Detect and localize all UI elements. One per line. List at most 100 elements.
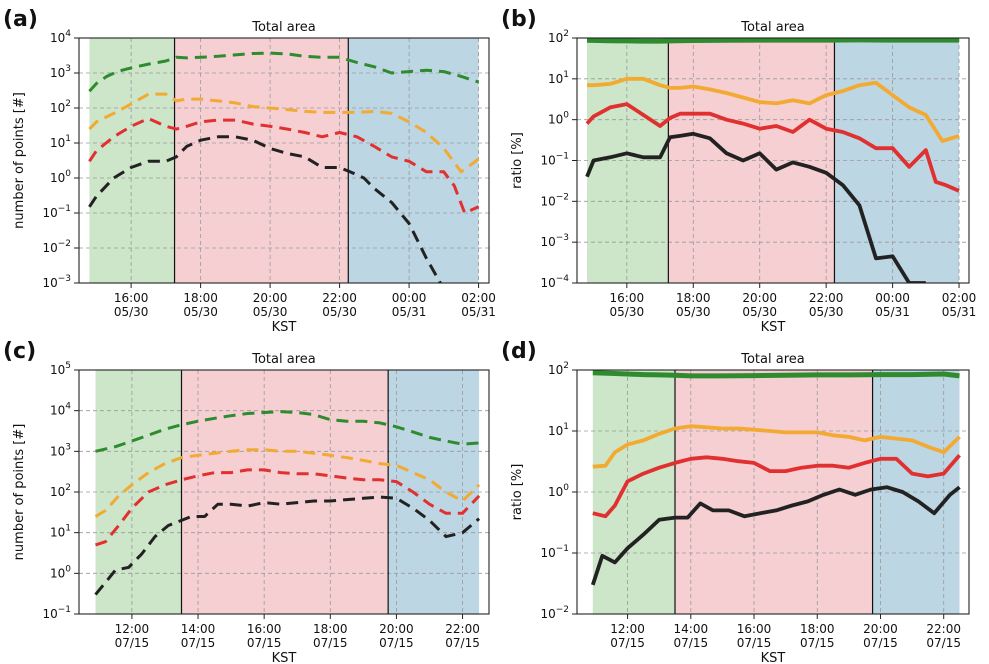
plot-frame	[78, 37, 490, 284]
y-tick-label: 101	[50, 134, 71, 150]
panel-label: (d)	[501, 339, 537, 364]
x-tick-label-time: 16:00	[737, 622, 772, 636]
y-tick-label: 103	[50, 442, 71, 458]
y-tick-label: 101	[548, 70, 569, 86]
y-tick-label: 10−2	[540, 192, 569, 208]
x-tick-label-time: 14:00	[674, 622, 709, 636]
x-tick-label-time: 16:00	[610, 291, 645, 305]
x-tick-label-date: 07/15	[610, 636, 645, 650]
x-tick-label-time: 18:00	[313, 622, 348, 636]
y-tick-label: 101	[50, 524, 71, 540]
y-tick-label: 100	[548, 483, 569, 499]
series-line-orange	[88, 92, 480, 174]
series-line-black	[94, 495, 481, 596]
x-tick-label-time: 02:00	[942, 291, 977, 305]
y-tick-label: 102	[548, 29, 569, 45]
y-tick-label: 10−1	[540, 152, 569, 168]
y-tick-label: 10−2	[42, 239, 71, 255]
y-tick-label: 102	[50, 483, 71, 499]
y-tick-label: 10−1	[42, 204, 71, 220]
panel-label: (b)	[501, 7, 537, 32]
chart-title: Total area	[251, 352, 315, 367]
y-tick-label: 105	[50, 361, 71, 377]
x-tick-label-date: 07/15	[379, 636, 414, 650]
panel-label: (c)	[3, 339, 36, 364]
y-tick-label: 100	[50, 169, 71, 185]
y-tick-label: 103	[50, 64, 71, 80]
x-tick-label-time: 20:00	[863, 622, 898, 636]
panel-3: 10−210−110010110212:0007/1514:0007/1516:…	[501, 339, 970, 664]
x-tick-label-date: 05/31	[875, 305, 910, 319]
series-line-orange	[587, 76, 960, 143]
y-axis-label: number of points [#]	[12, 92, 27, 229]
y-tick-label: 102	[548, 361, 569, 377]
x-tick-label-time: 20:00	[253, 291, 288, 305]
shaded-region	[89, 38, 175, 283]
x-tick-label-date: 05/30	[322, 305, 357, 319]
x-tick-label-time: 20:00	[379, 622, 414, 636]
x-tick-label-date: 05/30	[742, 305, 777, 319]
x-tick-label-time: 18:00	[800, 622, 835, 636]
y-tick-label: 10−1	[42, 605, 71, 621]
y-axis-label: ratio [%]	[510, 464, 525, 521]
series-line-black	[585, 131, 926, 283]
shaded-region	[348, 38, 479, 283]
panel-label: (a)	[3, 7, 38, 32]
x-axis-label: KST	[761, 651, 786, 664]
x-tick-label-date: 07/15	[863, 636, 898, 650]
x-tick-label-date: 05/30	[676, 305, 711, 319]
series-line-red	[592, 454, 961, 519]
y-tick-label: 104	[50, 29, 71, 45]
y-axis-label: number of points [#]	[12, 424, 27, 561]
series-line-orange	[592, 424, 961, 469]
x-tick-label-time: 14:00	[181, 622, 216, 636]
x-tick-label-date: 07/15	[674, 636, 709, 650]
x-tick-label-date: 07/15	[247, 636, 282, 650]
shaded-region	[834, 38, 960, 283]
x-tick-label-time: 22:00	[445, 622, 480, 636]
y-tick-label: 10−2	[540, 605, 569, 621]
y-tick-label: 104	[50, 402, 71, 418]
y-tick-label: 100	[548, 111, 569, 127]
x-tick-label-date: 07/15	[313, 636, 348, 650]
x-tick-label-date: 07/15	[737, 636, 772, 650]
panel-1: 10−410−310−210−110010110216:0005/3018:00…	[501, 7, 976, 335]
shaded-region	[174, 38, 349, 283]
x-tick-label-date: 05/30	[183, 305, 218, 319]
x-tick-label-time: 18:00	[183, 291, 218, 305]
series-line-black	[88, 135, 442, 283]
x-tick-label-date: 07/15	[445, 636, 480, 650]
chart-title: Total area	[740, 352, 804, 367]
series-line-green	[592, 370, 960, 379]
x-axis-label: KST	[272, 320, 297, 335]
y-tick-label: 102	[50, 99, 71, 115]
x-tick-label-time: 22:00	[926, 622, 961, 636]
x-tick-label-time: 00:00	[392, 291, 427, 305]
panel-0: 10−310−210−110010110210310416:0005/3018:…	[3, 7, 496, 335]
x-tick-label-time: 16:00	[114, 291, 149, 305]
x-tick-label-date: 07/15	[800, 636, 835, 650]
series-line-red	[585, 102, 960, 193]
y-axis-label: ratio [%]	[510, 132, 525, 189]
chart-title: Total area	[740, 20, 804, 35]
y-tick-label: 10−3	[42, 274, 71, 290]
x-tick-label-date: 07/15	[115, 636, 150, 650]
y-tick-label: 101	[548, 422, 569, 438]
series-line-green	[88, 51, 480, 93]
x-tick-label-date: 05/31	[461, 305, 496, 319]
chart-title: Total area	[251, 20, 315, 35]
x-tick-label-time: 12:00	[610, 622, 645, 636]
x-tick-label-time: 20:00	[742, 291, 777, 305]
series-line-green	[95, 410, 480, 453]
x-tick-label-time: 22:00	[322, 291, 357, 305]
y-tick-label: 100	[50, 564, 71, 580]
x-tick-label-date: 07/15	[926, 636, 961, 650]
x-tick-label-time: 00:00	[875, 291, 910, 305]
x-tick-label-time: 02:00	[461, 291, 496, 305]
series-line-red	[95, 468, 481, 547]
x-tick-label-time: 12:00	[115, 622, 150, 636]
x-tick-label-date: 05/30	[809, 305, 844, 319]
series-line-red	[88, 117, 480, 215]
x-tick-label-date: 05/31	[942, 305, 977, 319]
